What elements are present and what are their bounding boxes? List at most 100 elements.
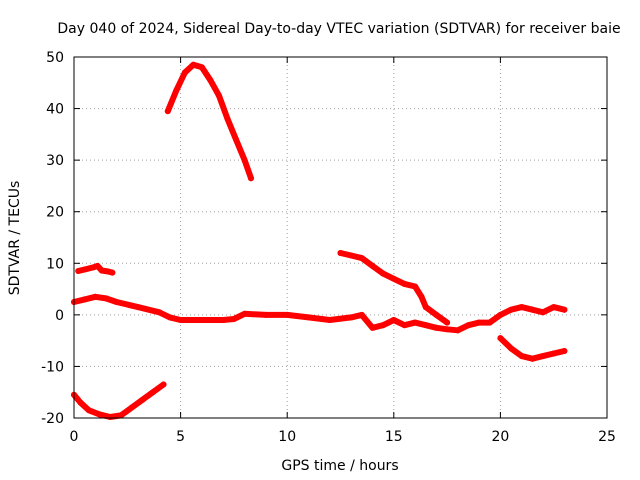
data-point [337, 249, 344, 256]
data-point [529, 355, 536, 362]
data-point [550, 304, 557, 311]
data-point [107, 413, 114, 420]
data-point [444, 326, 451, 333]
data-point [433, 311, 440, 318]
data-point [380, 270, 387, 277]
data-point [358, 311, 365, 318]
data-point [497, 335, 504, 342]
data-point [540, 309, 547, 316]
data-point [476, 319, 483, 326]
data-point [561, 306, 568, 313]
data-point [380, 322, 387, 329]
data-point [284, 311, 291, 318]
data-point [433, 324, 440, 331]
data-point [465, 322, 472, 329]
y-tick-label: 40 [46, 102, 64, 118]
series-arc-afternoon-decay [337, 250, 451, 326]
ticks: 0 5 10 15 20 25 -20 -10 0 10 20 30 40 50 [41, 50, 616, 445]
data-point [190, 61, 197, 68]
data-point [401, 322, 408, 329]
data-point [508, 345, 515, 352]
x-axis-label: GPS time / hours [281, 458, 398, 474]
x-tick-label: 20 [491, 429, 509, 445]
y-tick-label: 10 [46, 256, 64, 272]
data-point [305, 314, 312, 321]
y-tick-label: 50 [46, 50, 64, 66]
chart-title: Day 040 of 2024, Sidereal Day-to-day VTE… [57, 21, 620, 37]
data-point [390, 317, 397, 324]
data-point [518, 304, 525, 311]
data-point [160, 381, 167, 388]
data-point [418, 293, 425, 300]
data-point [215, 92, 222, 99]
data-point [220, 317, 227, 324]
data-point [262, 311, 269, 318]
data-point [348, 314, 355, 321]
data-point [149, 389, 156, 396]
data-point [181, 69, 188, 76]
data-point [561, 347, 568, 354]
data-point [369, 324, 376, 331]
data-point [230, 315, 237, 322]
data-point [241, 157, 248, 164]
data-point [81, 296, 88, 303]
data-point [241, 310, 248, 317]
data-point [98, 267, 105, 274]
data-point [166, 314, 173, 321]
series-arc-negative-morning [71, 381, 167, 420]
data-point [529, 306, 536, 313]
y-tick-label: -10 [41, 359, 64, 375]
y-tick-label: -20 [41, 411, 64, 427]
data-point [117, 412, 124, 419]
x-tick-label: 25 [598, 429, 616, 445]
y-axis-label: SDTVAR / TECUs [7, 181, 23, 296]
data-point [486, 319, 493, 326]
data-point [109, 269, 116, 276]
data-point [94, 262, 101, 269]
data-point [224, 115, 231, 122]
data-point [233, 136, 240, 143]
data-point [139, 396, 146, 403]
data-point [156, 309, 163, 316]
data-point [550, 350, 557, 357]
data-point [247, 175, 254, 182]
data-point [348, 252, 355, 259]
data-point [412, 283, 419, 290]
data-point [92, 293, 99, 300]
data-point [198, 64, 205, 71]
data-point [77, 399, 84, 406]
data-point [207, 77, 214, 84]
data-point [422, 322, 429, 329]
data-point [540, 353, 547, 360]
data-point [198, 317, 205, 324]
data-point [113, 298, 120, 305]
data-point [497, 311, 504, 318]
x-tick-label: 10 [278, 429, 296, 445]
x-tick-label: 5 [176, 429, 185, 445]
data-point [177, 317, 184, 324]
x-tick-label: 15 [385, 429, 403, 445]
data-point [96, 411, 103, 418]
data-point [75, 268, 82, 275]
data-point [401, 280, 408, 287]
data-point [422, 304, 429, 311]
data-point [444, 319, 451, 326]
data-point [454, 327, 461, 334]
data-point [173, 87, 180, 94]
data-point [326, 317, 333, 324]
data-point [369, 262, 376, 269]
data-point [508, 306, 515, 313]
y-tick-label: 30 [46, 153, 64, 169]
data-point [358, 255, 365, 262]
y-tick-label: 20 [46, 205, 64, 221]
data-point [85, 407, 92, 414]
data-point [102, 295, 109, 302]
data-point [518, 353, 525, 360]
data-point [134, 304, 141, 311]
x-tick-label: 0 [70, 429, 79, 445]
data-point [128, 404, 135, 411]
plot-frame [73, 56, 608, 419]
data-point [164, 108, 171, 115]
grid [74, 57, 607, 418]
